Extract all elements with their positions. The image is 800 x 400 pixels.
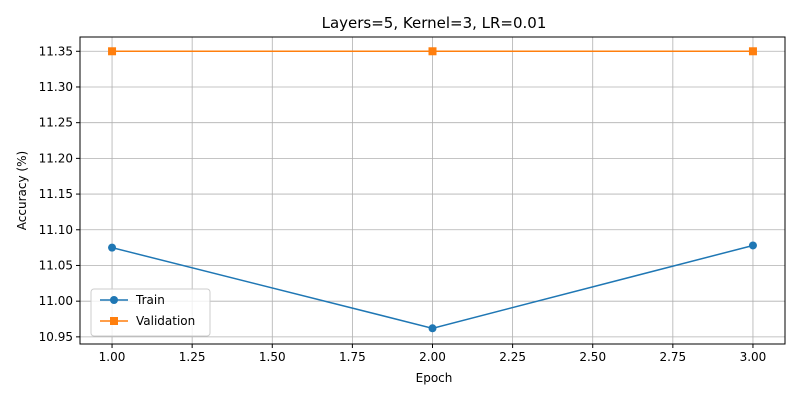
y-tick-label: 11.35	[39, 44, 73, 58]
legend-label-train: Train	[135, 293, 165, 307]
x-tick-label: 2.50	[579, 350, 606, 364]
train-point	[748, 241, 757, 250]
legend: Train Validation	[90, 288, 211, 337]
legend-entry-validation: Validation	[100, 314, 195, 328]
y-tick-label: 10.95	[39, 330, 73, 344]
x-axis: 1.00 1.25 1.50 1.75 2.00 2.25 2.50 2.75 3.00	[99, 344, 767, 364]
validation-point	[108, 47, 117, 56]
x-tick-label: 1.75	[339, 350, 366, 364]
y-tick-label: 11.20	[39, 151, 73, 165]
x-tick-label: 1.25	[179, 350, 206, 364]
y-tick-label: 11.00	[39, 294, 73, 308]
x-tick-label: 2.25	[499, 350, 526, 364]
y-tick-label: 11.05	[39, 258, 73, 272]
validation-point	[748, 47, 757, 56]
x-tick-label: 1.00	[99, 350, 126, 364]
y-tick-label: 11.25	[39, 116, 73, 130]
plot-area	[108, 47, 757, 333]
legend-entry-train: Train	[100, 293, 165, 307]
x-tick-label: 2.00	[419, 350, 446, 364]
series-train	[108, 241, 757, 333]
legend-marker-validation	[110, 317, 118, 325]
x-tick-label: 2.75	[659, 350, 686, 364]
series-validation	[108, 47, 757, 56]
train-point	[428, 324, 437, 333]
y-axis: 10.95 11.00 11.05 11.10 11.15 11.20 11.25 11.30…	[39, 44, 80, 344]
x-tick-label: 1.50	[259, 350, 286, 364]
x-tick-label: 3.00	[740, 350, 767, 364]
chart-title: Layers=5, Kernel=3, LR=0.01	[322, 14, 547, 32]
train-point	[108, 243, 117, 252]
legend-marker-train	[110, 296, 118, 304]
legend-label-validation: Validation	[136, 314, 195, 328]
y-tick-label: 11.15	[39, 187, 73, 201]
y-tick-label: 11.30	[39, 80, 73, 94]
y-tick-label: 11.10	[39, 223, 73, 237]
x-axis-label: Epoch	[416, 371, 453, 385]
validation-point	[428, 47, 437, 56]
y-axis-label: Accuracy (%)	[15, 151, 29, 230]
